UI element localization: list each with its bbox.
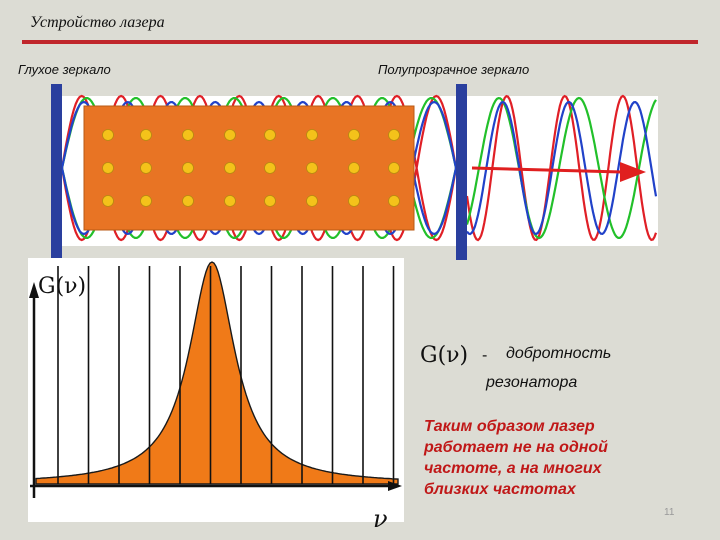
atom-0-4 bbox=[264, 129, 276, 141]
page-number: 11 bbox=[664, 507, 675, 518]
definition-dash: - bbox=[482, 347, 487, 364]
total-mirror-label: Глухое зеркало bbox=[18, 62, 111, 77]
atom-0-1 bbox=[140, 129, 152, 141]
atom-0-0 bbox=[102, 129, 114, 141]
active-medium bbox=[83, 105, 415, 231]
x-axis-label: ν bbox=[373, 505, 388, 533]
y-axis-arrowhead bbox=[29, 282, 39, 298]
conclusion-text: Таким образом лазер работает не на одной… bbox=[424, 418, 608, 498]
atom-0-7 bbox=[388, 129, 400, 141]
atoms bbox=[102, 129, 400, 207]
atom-0-6 bbox=[348, 129, 360, 141]
atom-0-5 bbox=[306, 129, 318, 141]
atom-2-1 bbox=[140, 195, 152, 207]
atom-1-7 bbox=[388, 162, 400, 174]
output-wave-blue bbox=[466, 100, 658, 236]
quality-factor-definition-line2: резонатора bbox=[486, 374, 578, 391]
atom-2-4 bbox=[264, 195, 276, 207]
slide-title: Устройство лазера bbox=[30, 14, 165, 31]
atom-0-3 bbox=[224, 129, 236, 141]
quality-factor-symbol: G(ν) bbox=[420, 343, 468, 368]
atom-1-0 bbox=[102, 162, 114, 174]
resonator-modes bbox=[57, 266, 395, 484]
quality-factor-definition: добротность bbox=[506, 345, 612, 362]
atom-2-7 bbox=[388, 195, 400, 207]
atom-2-0 bbox=[102, 195, 114, 207]
atom-2-3 bbox=[224, 195, 236, 207]
spectrum-axes bbox=[29, 282, 402, 498]
output-beam-arrow bbox=[471, 162, 646, 182]
semi-transparent-mirror bbox=[456, 84, 467, 260]
atom-1-4 bbox=[264, 162, 276, 174]
atom-1-6 bbox=[348, 162, 360, 174]
x-axis-arrowhead bbox=[388, 481, 402, 491]
output-waves bbox=[465, 94, 658, 242]
atom-2-2 bbox=[182, 195, 194, 207]
atom-1-1 bbox=[140, 162, 152, 174]
atom-1-5 bbox=[306, 162, 318, 174]
total-mirror bbox=[51, 84, 62, 264]
output-wave-red bbox=[465, 94, 658, 242]
semi-transparent-mirror-label: Полупрозрачное зеркало bbox=[378, 62, 530, 77]
atom-2-5 bbox=[306, 195, 318, 207]
atom-2-6 bbox=[348, 195, 360, 207]
atom-1-2 bbox=[182, 162, 194, 174]
gain-curve bbox=[35, 261, 399, 485]
output-wave-green bbox=[465, 96, 657, 240]
y-axis-label: G(ν) bbox=[38, 274, 86, 299]
atom-1-3 bbox=[224, 162, 236, 174]
title-underline bbox=[22, 40, 698, 44]
atom-0-2 bbox=[182, 129, 194, 141]
